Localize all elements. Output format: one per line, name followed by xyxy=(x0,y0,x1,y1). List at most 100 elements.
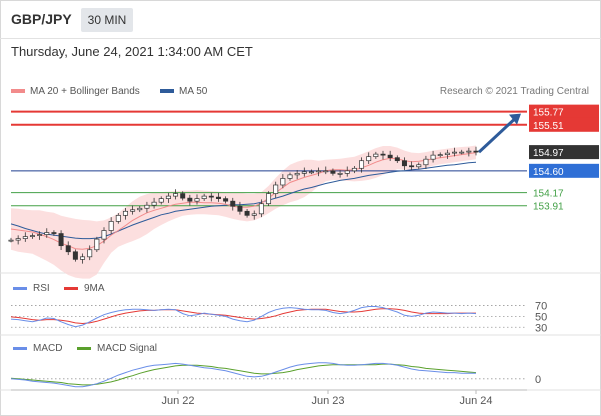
candle-body xyxy=(122,210,128,216)
candle-body xyxy=(258,203,264,215)
price-label-3: 154.17 xyxy=(533,189,564,200)
macd-tick-label: 0 xyxy=(535,374,541,386)
rsi-tick-label: 30 xyxy=(535,322,547,334)
candle-body xyxy=(151,201,157,206)
candle-body xyxy=(409,165,415,168)
rsi-legend-label: RSI xyxy=(33,283,50,294)
candle-body xyxy=(452,151,458,154)
candle-body xyxy=(158,198,164,203)
candle-body xyxy=(130,209,136,212)
candle-body xyxy=(8,239,14,242)
candle-body xyxy=(287,174,293,179)
candle-body xyxy=(394,157,400,162)
candle-body xyxy=(244,210,250,216)
price-label-2-bg xyxy=(529,163,599,178)
rsi-tick-label: 70 xyxy=(535,300,547,312)
candle-body xyxy=(273,184,279,194)
ma50-line xyxy=(10,161,477,240)
candle-body xyxy=(266,193,272,205)
candle-body xyxy=(444,152,450,155)
ma50-legend-label: MA 50 xyxy=(179,86,208,97)
candle-body xyxy=(15,238,21,241)
price-label-0-bg xyxy=(529,104,599,119)
price-label-4: 153.91 xyxy=(533,202,564,213)
candle-body xyxy=(380,153,386,156)
candle-body xyxy=(416,164,422,168)
macd-line xyxy=(10,362,476,388)
candle-body xyxy=(87,249,93,258)
candle-body xyxy=(294,173,300,176)
candle-body xyxy=(80,256,86,260)
legend-ma20: MA 20 + Bollinger Bands xyxy=(11,86,140,97)
candle-body xyxy=(401,160,407,167)
candle-body xyxy=(280,178,286,186)
rsi-line xyxy=(10,306,477,328)
candle-body xyxy=(58,233,64,247)
price-label-0: 155.77 xyxy=(533,108,564,119)
candle-body xyxy=(251,213,257,216)
candle-body xyxy=(44,232,50,235)
candle-body xyxy=(180,193,186,199)
candle-body xyxy=(359,160,365,169)
candle-body xyxy=(22,236,28,239)
last-price-label-bg xyxy=(529,145,599,160)
rsi-ma-swatch xyxy=(64,286,78,290)
bollinger-band xyxy=(11,145,476,279)
rsi-tick-label: 50 xyxy=(535,311,547,323)
macd-signal-swatch xyxy=(77,346,91,350)
candle-body xyxy=(173,193,179,197)
candle-body xyxy=(51,232,57,234)
last-price-label: 154.97 xyxy=(533,148,564,159)
candle-body xyxy=(316,170,322,173)
candle-body xyxy=(366,156,372,162)
rsi-ma-legend-label: 9MA xyxy=(84,283,105,294)
timeframe-button[interactable]: 30 MIN xyxy=(81,8,133,32)
candle-body xyxy=(72,251,78,260)
candle-body xyxy=(194,198,200,202)
candle-body xyxy=(201,195,207,199)
price-label-1: 155.51 xyxy=(533,121,564,132)
candle-body xyxy=(473,150,479,153)
candle-body xyxy=(237,205,243,212)
legend-macd: MACD xyxy=(13,343,62,354)
candle-body xyxy=(223,198,229,202)
candle-body xyxy=(137,207,143,211)
candle-body xyxy=(323,170,329,173)
research-credit: Research © 2021 Trading Central xyxy=(439,86,589,97)
candle-body xyxy=(373,153,379,158)
x-tick-label: Jun 22 xyxy=(161,395,194,407)
projection-arrow-shaft xyxy=(477,117,517,154)
candle-body xyxy=(37,234,43,236)
symbol-title: GBP/JPY xyxy=(11,11,72,27)
legend-ma50: MA 50 xyxy=(160,86,207,97)
projection-arrow-head xyxy=(509,113,521,125)
candle-body xyxy=(351,167,357,172)
price-label-2: 154.60 xyxy=(533,167,564,178)
candle-body xyxy=(308,171,314,174)
candle-body xyxy=(330,170,336,174)
candle-body xyxy=(29,235,35,237)
ma20-swatch xyxy=(11,89,25,94)
chart-header: GBP/JPY 30 MIN xyxy=(0,0,601,39)
candle-body xyxy=(187,197,193,202)
x-tick-label: Jun 24 xyxy=(459,395,492,407)
legend-macd-signal: MACD Signal xyxy=(77,343,157,354)
rsi-ma-line xyxy=(10,308,476,325)
candle-body xyxy=(337,173,343,175)
candle-body xyxy=(344,170,350,174)
candle-body xyxy=(423,158,429,166)
legend-rsi: RSI xyxy=(13,283,50,294)
candle-body xyxy=(430,154,436,160)
ma50-swatch xyxy=(160,89,174,94)
candle-body xyxy=(94,238,100,251)
candle-body xyxy=(215,196,221,199)
date-label: Thursday, June 24, 2021 1:34:00 AM CET xyxy=(11,44,253,59)
candle-body xyxy=(101,230,107,240)
candle-body xyxy=(466,150,472,153)
candle-body xyxy=(301,171,307,174)
legend-rsi-ma: 9MA xyxy=(64,283,105,294)
candle-body xyxy=(115,214,121,222)
candle-body xyxy=(208,195,214,198)
candle-body xyxy=(65,245,71,253)
